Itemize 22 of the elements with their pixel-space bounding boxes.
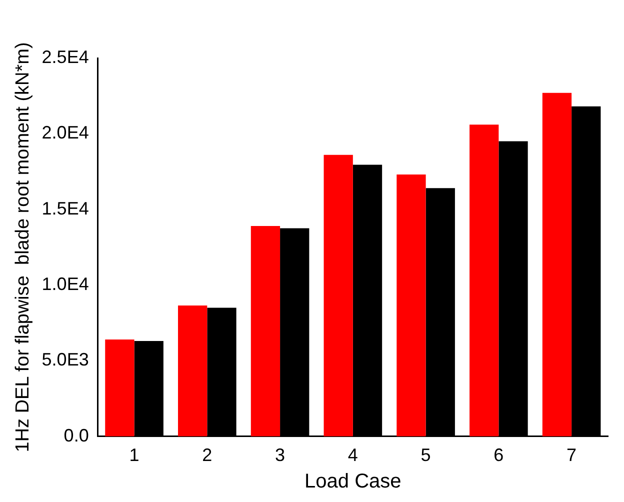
bar — [250, 226, 280, 436]
bar — [470, 124, 499, 436]
y-tick-label: 1.0E4 — [42, 274, 89, 294]
y-tick-label: 0.0 — [64, 425, 89, 446]
x-tick-label: 4 — [348, 445, 358, 466]
x-tick-label: 3 — [275, 445, 286, 466]
y-tick-label: 2.5E4 — [42, 46, 89, 67]
y-axis-title: 1Hz DEL for flapwise blade root moment (kN*m) — [12, 42, 34, 452]
x-axis-title: Load Case — [304, 470, 402, 493]
y-tick-label: 2.0E4 — [42, 122, 89, 143]
x-tick-label: 6 — [494, 445, 504, 466]
bar — [178, 305, 208, 436]
bar — [324, 154, 353, 436]
bar — [396, 174, 426, 436]
y-tick-label: 5.0E3 — [42, 350, 89, 370]
y-tick-label: 1.5E4 — [42, 198, 89, 218]
bar — [542, 92, 572, 436]
x-tick-label: 2 — [202, 445, 212, 466]
x-tick-label: 1 — [129, 445, 140, 466]
x-tick-label: 5 — [420, 445, 431, 466]
x-tick-label: 7 — [566, 445, 577, 466]
bar — [105, 340, 134, 436]
